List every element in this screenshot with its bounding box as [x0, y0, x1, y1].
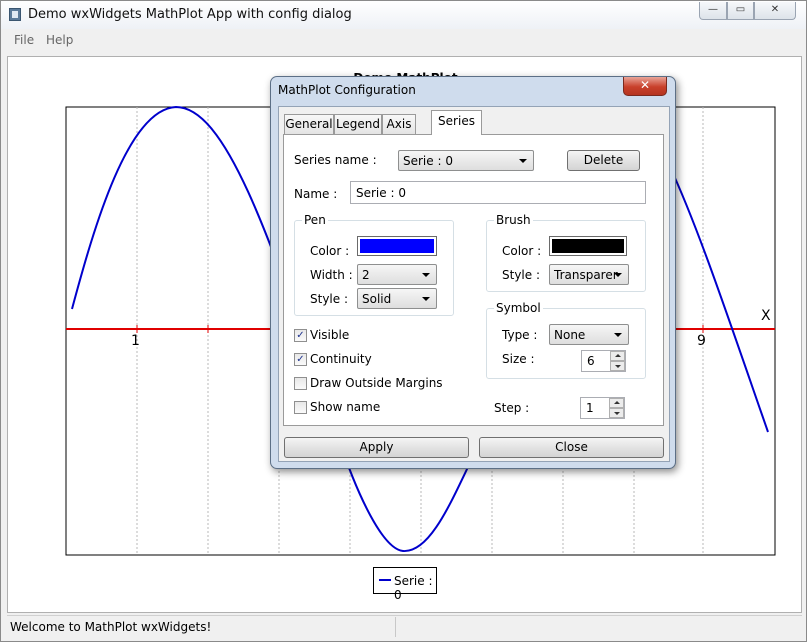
- spin-down-icon[interactable]: [610, 361, 625, 371]
- pen-style-select[interactable]: Solid: [357, 288, 437, 309]
- brush-color-swatch[interactable]: [549, 236, 627, 256]
- name-label: Name :: [294, 187, 338, 201]
- apply-button[interactable]: Apply: [284, 437, 469, 458]
- x-axis-name: X: [761, 308, 771, 324]
- x-axis-ticks: [136, 325, 704, 333]
- dialog-title: MathPlot Configuration: [278, 83, 416, 97]
- status-bar: Welcome to MathPlot wxWidgets!: [7, 615, 802, 638]
- visible-label: Visible: [310, 328, 350, 342]
- tab-general[interactable]: General: [284, 114, 334, 134]
- legend-label: Serie : 0: [394, 574, 433, 602]
- name-field-value: Serie : 0: [356, 186, 406, 200]
- brush-color-fill: [552, 239, 624, 253]
- menu-bar: File Help: [7, 31, 802, 49]
- config-dialog: MathPlot Configuration ✕ General Legend …: [270, 76, 676, 469]
- app-icon: [9, 8, 21, 21]
- menu-file[interactable]: File: [14, 33, 35, 47]
- step-spinner[interactable]: 1: [580, 397, 625, 419]
- close-window-button[interactable]: ✕: [754, 2, 796, 20]
- pen-color-swatch[interactable]: [357, 236, 437, 256]
- pen-width-value: 2: [362, 268, 370, 282]
- tab-legend[interactable]: Legend: [334, 114, 382, 134]
- symbol-group: Symbol Type : None Size : 6: [486, 301, 646, 379]
- x-tick-label: 1: [131, 333, 140, 349]
- symbol-size-spinner[interactable]: 6: [581, 350, 626, 372]
- delete-button[interactable]: Delete: [567, 150, 640, 171]
- step-label: Step :: [494, 401, 530, 415]
- minimize-button[interactable]: —: [699, 2, 727, 20]
- legend-swatch: [379, 579, 391, 581]
- show-name-label: Show name: [310, 400, 381, 414]
- status-text: Welcome to MathPlot wxWidgets!: [10, 620, 212, 634]
- tab-series[interactable]: Series: [431, 110, 482, 135]
- dialog-close-icon[interactable]: ✕: [623, 77, 667, 96]
- symbol-type-value: None: [554, 328, 586, 342]
- window-title: Demo wxWidgets MathPlot App with config …: [28, 7, 352, 22]
- series-tab-page: Series name : Serie : 0 Delete Name : Se…: [283, 134, 664, 426]
- continuity-label: Continuity: [310, 352, 372, 366]
- pen-width-select[interactable]: 2: [357, 264, 437, 285]
- x-tick-label: 9: [697, 333, 706, 349]
- chevron-down-icon: [422, 273, 430, 277]
- pen-caption: Pen: [302, 213, 328, 227]
- symbol-size-value: 6: [587, 354, 595, 368]
- symbol-size-label: Size :: [502, 352, 535, 366]
- checkbox-box[interactable]: [294, 401, 307, 414]
- brush-style-label: Style :: [502, 268, 540, 282]
- name-field[interactable]: Serie : 0: [350, 181, 646, 204]
- spin-down-icon[interactable]: [609, 408, 624, 418]
- series-name-label: Series name :: [294, 153, 377, 167]
- series-name-value: Serie : 0: [403, 154, 453, 168]
- menu-help[interactable]: Help: [46, 33, 74, 47]
- spin-up-icon[interactable]: [609, 398, 624, 408]
- pen-group: Pen Color : Width : 2 Style : Solid: [294, 213, 454, 316]
- brush-group: Brush Color : Style : Transparer: [486, 213, 646, 292]
- close-button[interactable]: Close: [479, 437, 664, 458]
- symbol-type-select[interactable]: None: [549, 324, 629, 345]
- pen-style-value: Solid: [362, 292, 392, 306]
- plot-legend: Serie : 0: [373, 567, 437, 602]
- step-value: 1: [586, 401, 594, 415]
- dialog-client-area: General Legend Axis Series Series name :…: [278, 106, 670, 462]
- brush-caption: Brush: [494, 213, 533, 227]
- tab-axis[interactable]: Axis: [382, 114, 416, 134]
- pen-color-label: Color :: [310, 244, 350, 258]
- pen-width-label: Width :: [310, 268, 353, 282]
- symbol-type-label: Type :: [502, 328, 538, 342]
- series-name-select[interactable]: Serie : 0: [398, 150, 534, 171]
- brush-style-value: Transparer: [554, 268, 618, 282]
- checkbox-box[interactable]: [294, 377, 307, 390]
- pen-style-label: Style :: [310, 292, 348, 306]
- draw-outside-margins-label: Draw Outside Margins: [310, 376, 443, 390]
- status-divider: [395, 617, 396, 637]
- checkbox-box[interactable]: ✓: [294, 353, 307, 366]
- series-curve-right: [669, 166, 769, 433]
- brush-color-label: Color :: [502, 244, 542, 258]
- maximize-button[interactable]: ▭: [727, 2, 754, 20]
- chevron-down-icon: [422, 297, 430, 301]
- title-bar[interactable]: Demo wxWidgets MathPlot App with config …: [1, 1, 806, 29]
- pen-color-fill: [360, 239, 434, 253]
- spin-up-icon[interactable]: [610, 351, 625, 361]
- brush-style-select[interactable]: Transparer: [549, 264, 629, 285]
- chevron-down-icon: [614, 333, 622, 337]
- checkbox-box[interactable]: ✓: [294, 329, 307, 342]
- chevron-down-icon: [519, 159, 527, 163]
- chevron-down-icon: [614, 273, 622, 277]
- symbol-caption: Symbol: [494, 301, 543, 315]
